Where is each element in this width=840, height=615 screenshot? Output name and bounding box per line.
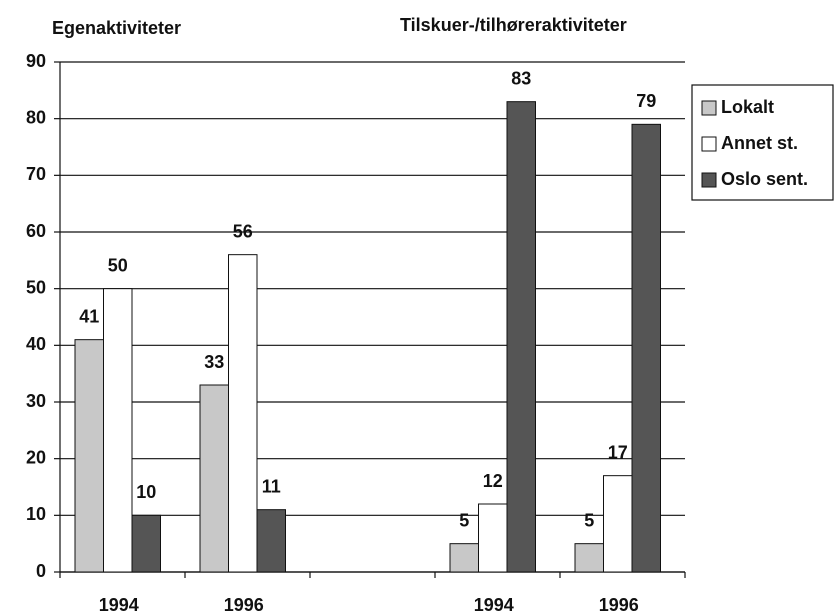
bar (74, 339, 104, 573)
data-label: 5 (584, 510, 594, 530)
data-label: 5 (459, 510, 469, 530)
legend-label: Oslo sent. (721, 169, 808, 189)
group-label: Tilskuer-/tilhøreraktiviteter (400, 15, 627, 35)
bar (478, 503, 508, 573)
bar (199, 384, 229, 573)
data-label: 56 (233, 221, 253, 241)
legend-label: Annet st. (721, 133, 798, 153)
data-label: 10 (136, 482, 156, 502)
bar (603, 475, 633, 573)
bar (228, 254, 258, 573)
data-label: 50 (108, 255, 128, 275)
bar (574, 543, 604, 573)
x-tick-label: 1996 (224, 595, 264, 615)
bar (506, 101, 536, 573)
y-tick-label: 30 (26, 391, 46, 411)
data-label: 11 (262, 476, 281, 496)
group-label: Egenaktiviteter (52, 18, 181, 38)
bar (131, 514, 161, 573)
y-tick-label: 80 (26, 107, 46, 127)
data-label: 12 (483, 471, 503, 491)
bar (449, 543, 479, 573)
legend-swatch (701, 136, 717, 152)
y-tick-label: 0 (36, 561, 46, 581)
y-tick-label: 90 (26, 51, 46, 71)
legend-swatch (701, 100, 717, 116)
legend-label: Lokalt (721, 97, 774, 117)
y-tick-label: 20 (26, 447, 46, 467)
y-tick-label: 70 (26, 164, 46, 184)
y-tick-label: 60 (26, 221, 46, 241)
data-label: 83 (511, 68, 531, 88)
x-tick-label: 1996 (599, 595, 639, 615)
data-label: 33 (204, 352, 224, 372)
y-tick-label: 40 (26, 334, 46, 354)
bar (256, 509, 286, 573)
data-label: 79 (636, 91, 656, 111)
x-tick-label: 1994 (474, 595, 514, 615)
bar (631, 123, 661, 573)
legend-swatch (701, 172, 717, 188)
data-label: 41 (79, 306, 99, 326)
x-tick-label: 1994 (99, 595, 139, 615)
y-tick-label: 10 (26, 504, 46, 524)
y-tick-label: 50 (26, 277, 46, 297)
data-label: 17 (608, 442, 628, 462)
bar (103, 288, 133, 573)
